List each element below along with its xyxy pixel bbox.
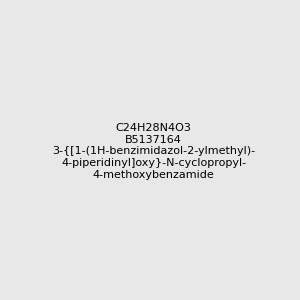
Text: C24H28N4O3
B5137164
3-{[1-(1H-benzimidazol-2-ylmethyl)-
4-piperidinyl]oxy}-N-cyc: C24H28N4O3 B5137164 3-{[1-(1H-benzimidaz… <box>52 123 255 180</box>
